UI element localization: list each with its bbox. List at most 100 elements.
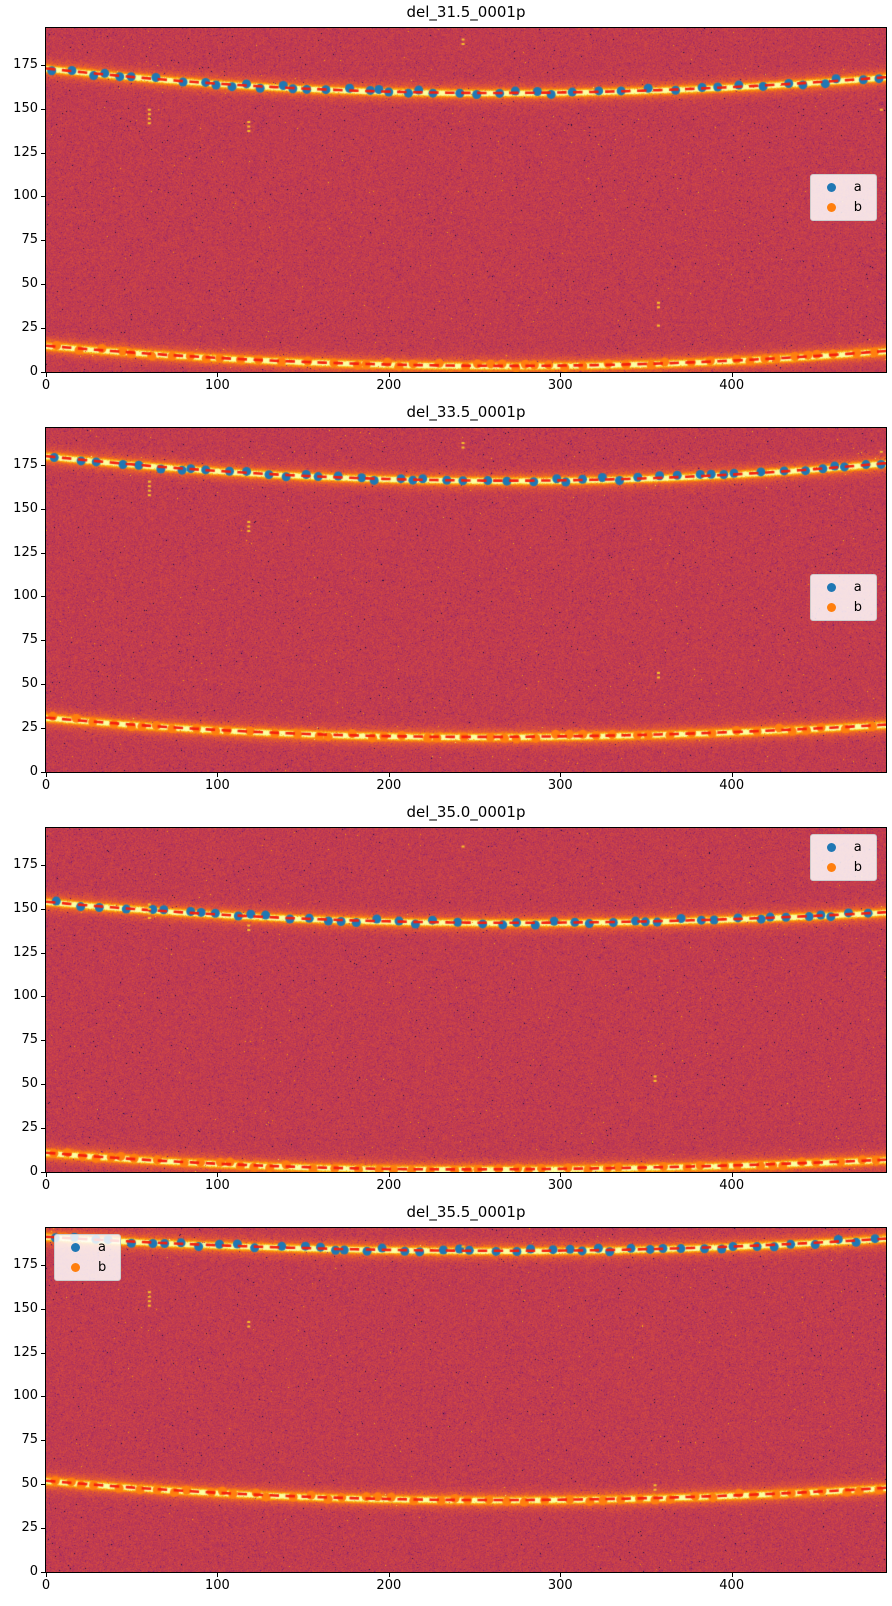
legend-marker-b-icon bbox=[826, 603, 836, 612]
y-tick-mark bbox=[41, 1572, 45, 1573]
y-tick-label: 75 bbox=[21, 232, 38, 248]
x-tick-mark bbox=[46, 773, 47, 777]
x-tick-mark bbox=[388, 773, 390, 777]
x-tick-label: 200 bbox=[376, 378, 402, 393]
y-tick-label: 25 bbox=[21, 720, 38, 736]
legend-row: b bbox=[819, 861, 862, 874]
y-tick-mark bbox=[41, 684, 45, 686]
plot-title: del_31.5_0001p bbox=[406, 3, 526, 21]
y-tick-label: 50 bbox=[21, 1476, 38, 1492]
y-tick-mark bbox=[41, 1352, 45, 1354]
plot-image bbox=[46, 428, 886, 772]
y-tick-mark bbox=[41, 1308, 45, 1310]
legend-row: b bbox=[819, 601, 862, 614]
y-tick-mark bbox=[41, 372, 45, 373]
y-tick-label: 75 bbox=[21, 1432, 38, 1448]
x-tick-label: 200 bbox=[376, 1578, 402, 1593]
legend-marker-a-icon bbox=[826, 183, 836, 192]
x-tick-mark bbox=[217, 1573, 219, 1577]
y-tick-label: 25 bbox=[21, 1520, 38, 1536]
y-tick-mark bbox=[41, 240, 45, 242]
legend-marker-b-icon bbox=[826, 203, 836, 212]
legend-label: b bbox=[98, 1260, 107, 1275]
legend-marker-a-icon bbox=[826, 583, 836, 592]
y-tick-mark bbox=[41, 196, 45, 198]
y-tick-mark bbox=[41, 1440, 45, 1442]
legend-marker-a-icon bbox=[826, 843, 836, 852]
legend-label: a bbox=[853, 840, 862, 855]
y-tick-label: 150 bbox=[13, 100, 38, 116]
y-tick-mark bbox=[41, 952, 45, 954]
y-tick-label: 25 bbox=[21, 1120, 38, 1136]
legend-label: a bbox=[98, 1240, 106, 1255]
x-tick-mark bbox=[217, 373, 219, 377]
x-tick-mark bbox=[217, 1173, 219, 1177]
x-tick-label: 0 bbox=[41, 778, 51, 793]
x-tick-label: 200 bbox=[376, 1178, 402, 1193]
x-tick-label: 100 bbox=[205, 1578, 230, 1593]
legend-row: b bbox=[819, 201, 862, 214]
y-tick-label: 50 bbox=[21, 676, 38, 692]
x-tick-mark bbox=[560, 373, 562, 377]
x-tick-mark bbox=[731, 373, 733, 377]
y-tick-mark bbox=[41, 1528, 45, 1530]
x-tick-label: 300 bbox=[547, 378, 573, 393]
y-tick-mark bbox=[41, 64, 45, 66]
y-tick-mark bbox=[41, 284, 45, 286]
y-tick-label: 50 bbox=[21, 1076, 38, 1092]
y-tick-mark bbox=[41, 1264, 45, 1266]
legend-row: a bbox=[819, 581, 862, 594]
y-tick-label: 125 bbox=[13, 1344, 38, 1360]
y-tick-label: 175 bbox=[13, 456, 38, 472]
x-tick-mark bbox=[731, 1173, 733, 1177]
y-tick-label: 75 bbox=[21, 1032, 38, 1048]
x-tick-mark bbox=[560, 1573, 562, 1577]
y-tick-mark bbox=[41, 152, 45, 154]
y-tick-mark bbox=[41, 996, 45, 998]
x-tick-label: 400 bbox=[719, 378, 745, 393]
y-tick-label: 100 bbox=[13, 1388, 38, 1404]
y-tick-label: 75 bbox=[21, 632, 38, 648]
y-tick-mark bbox=[41, 772, 45, 773]
y-tick-label: 125 bbox=[13, 144, 38, 160]
x-tick-label: 100 bbox=[205, 378, 230, 393]
legend-label: b bbox=[853, 600, 862, 615]
legend-marker-b-icon bbox=[71, 1263, 80, 1272]
x-tick-mark bbox=[388, 1573, 390, 1577]
legend-row: a bbox=[819, 181, 862, 194]
x-tick-mark bbox=[217, 773, 219, 777]
plot-image bbox=[46, 828, 886, 1172]
y-tick-label: 100 bbox=[13, 988, 38, 1004]
x-tick-mark bbox=[388, 1173, 390, 1177]
y-tick-mark bbox=[41, 1396, 45, 1398]
y-tick-mark bbox=[41, 908, 45, 910]
y-tick-label: 0 bbox=[29, 1164, 38, 1179]
y-tick-mark bbox=[41, 1484, 45, 1486]
y-tick-mark bbox=[41, 328, 45, 330]
legend-label: b bbox=[853, 860, 862, 875]
x-tick-mark bbox=[46, 373, 47, 377]
x-tick-label: 0 bbox=[41, 378, 51, 393]
x-tick-label: 0 bbox=[41, 1178, 51, 1193]
plot-title: del_33.5_0001p bbox=[406, 403, 526, 421]
plot-image bbox=[46, 1228, 886, 1572]
legend-row: a bbox=[63, 1241, 106, 1254]
y-tick-mark bbox=[41, 728, 45, 730]
legend-row: a bbox=[819, 841, 862, 854]
y-tick-label: 175 bbox=[13, 856, 38, 872]
x-tick-mark bbox=[560, 773, 562, 777]
legend-marker-a-icon bbox=[71, 1243, 80, 1252]
x-tick-label: 100 bbox=[205, 778, 230, 793]
x-tick-mark bbox=[46, 1173, 47, 1177]
y-tick-mark bbox=[41, 464, 45, 466]
y-tick-label: 150 bbox=[13, 900, 38, 916]
legend-marker-b-icon bbox=[826, 863, 836, 872]
x-tick-mark bbox=[388, 373, 390, 377]
